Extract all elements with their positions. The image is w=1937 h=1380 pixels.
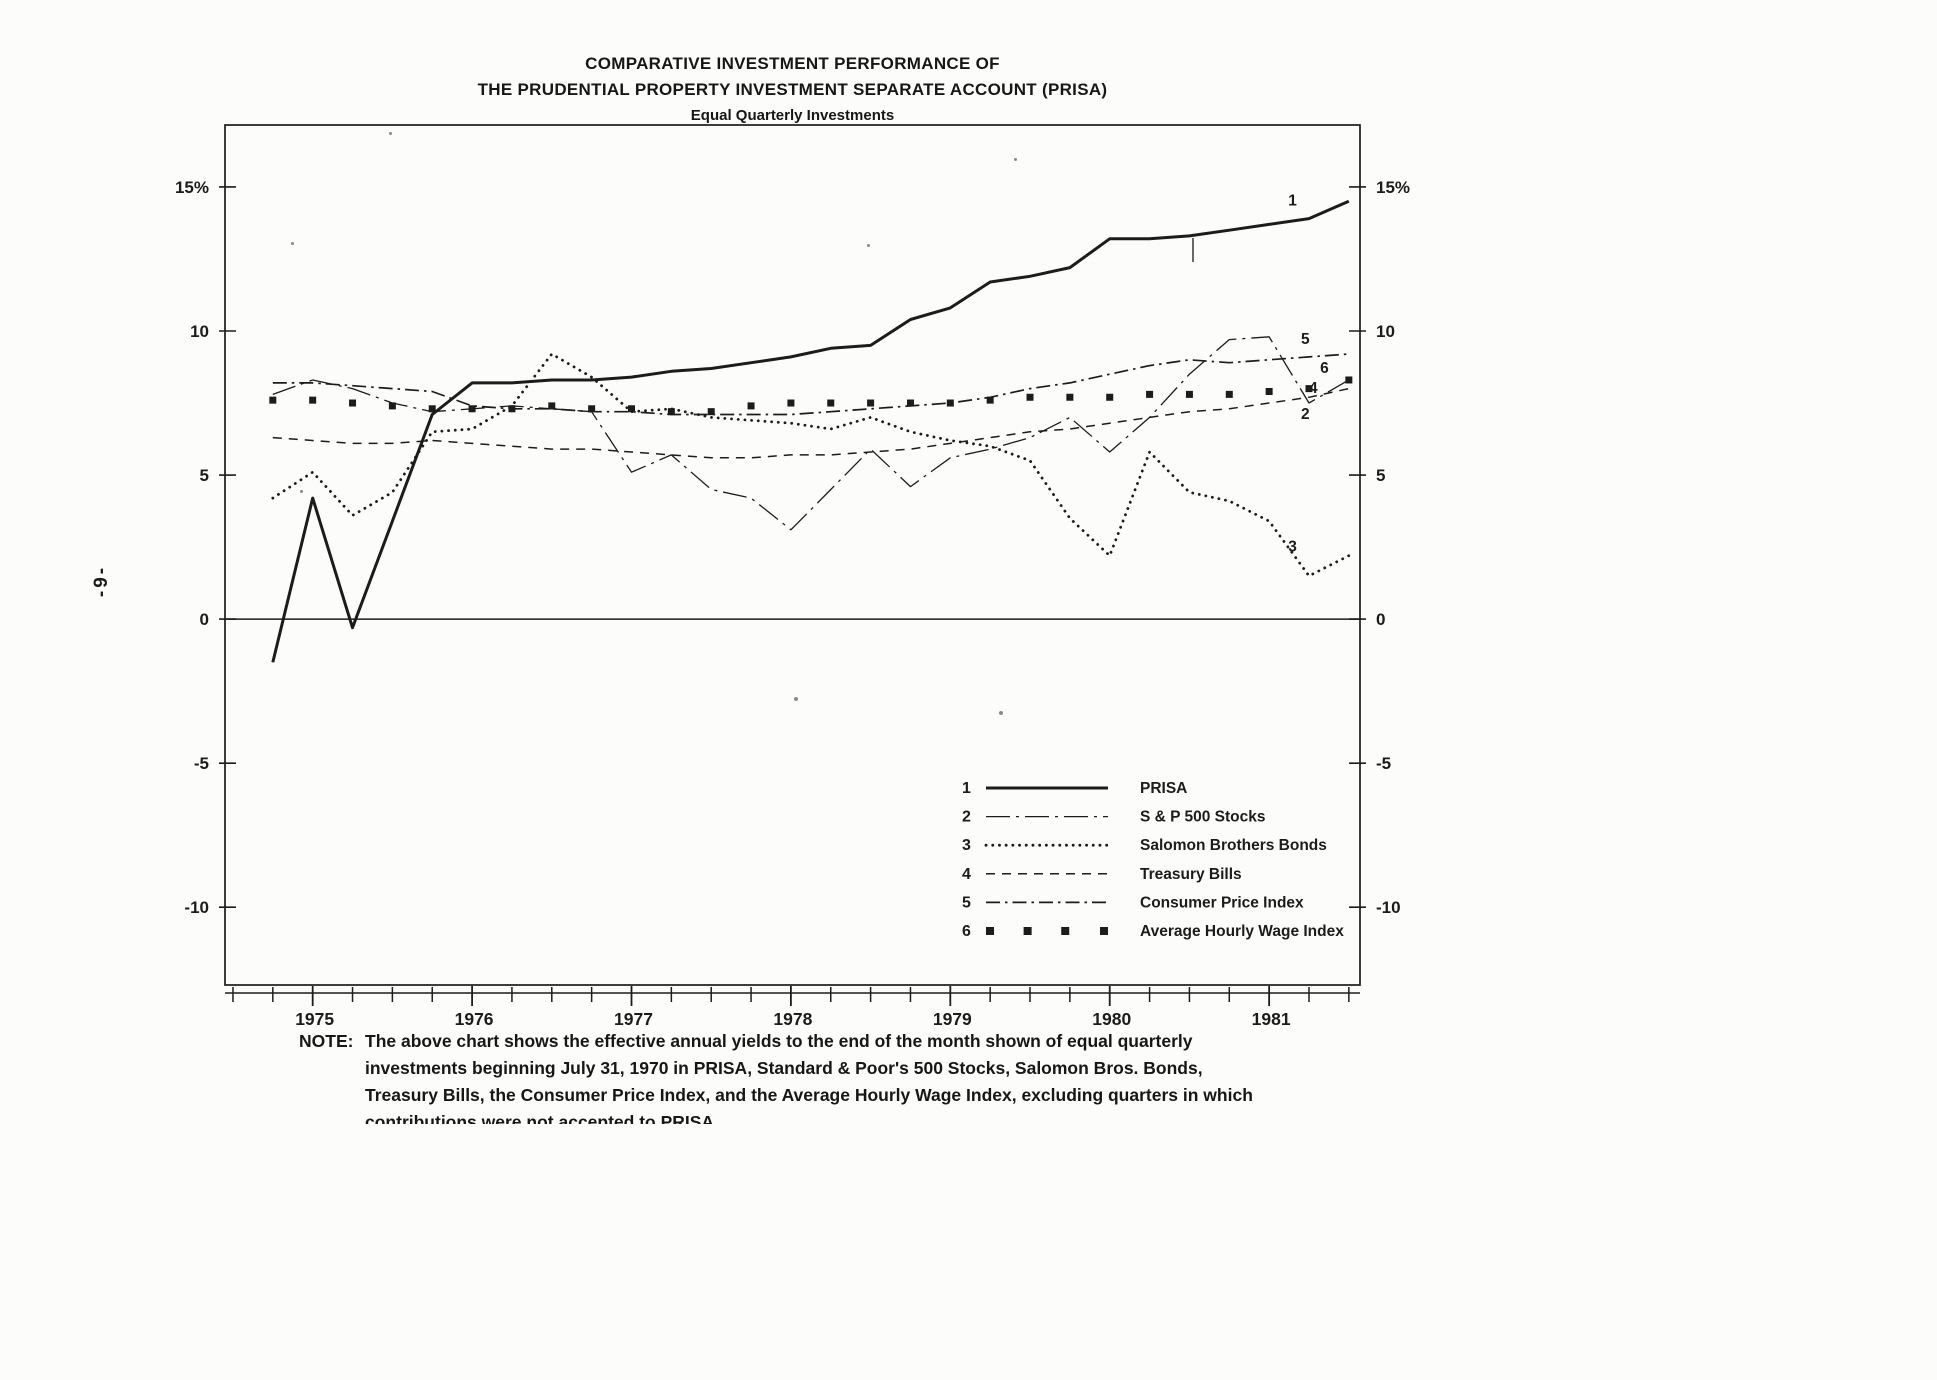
y-axis-label-left: -5	[194, 754, 209, 773]
scan-speck	[794, 697, 798, 701]
y-axis-label-right: -5	[1376, 754, 1391, 773]
legend-sample-square	[1100, 927, 1108, 935]
legend-label-6: Average Hourly Wage Index	[1140, 923, 1344, 940]
line-label-2: 2	[1301, 406, 1310, 423]
series-line-4	[272, 387, 1349, 459]
series-6-marker	[548, 402, 556, 410]
y-axis-label-right: 10	[1376, 322, 1395, 341]
x-axis-label: 1975	[295, 1009, 334, 1029]
series-6-marker	[1345, 376, 1353, 384]
scan-streak	[1192, 238, 1194, 262]
series-6-marker	[508, 405, 516, 413]
legend-label-4: Treasury Bills	[1140, 866, 1242, 883]
scan-speck	[291, 242, 294, 245]
series-6-marker	[269, 396, 277, 404]
line-label-3: 3	[1288, 538, 1297, 555]
scan-speck	[999, 711, 1003, 715]
series-6-marker	[349, 399, 357, 407]
series-6-marker	[1106, 393, 1114, 401]
y-axis-label-left: -10	[184, 898, 209, 917]
scan-speck	[300, 490, 303, 493]
series-line-3	[271, 352, 1351, 578]
series-6-marker	[588, 405, 596, 413]
series-6-marker	[986, 396, 994, 404]
y-axis-label-left: 10	[190, 322, 209, 341]
legend-label-1: PRISA	[1140, 780, 1187, 797]
y-axis-label-left: 0	[200, 610, 209, 629]
page-number: -9-	[91, 564, 113, 598]
series-6-marker	[787, 399, 795, 407]
series-6-marker	[468, 405, 476, 413]
legend-label-3: Salomon Brothers Bonds	[1140, 837, 1327, 854]
series-line-1	[271, 199, 1350, 663]
legend-number-5: 5	[962, 894, 971, 911]
title-line-1: COMPARATIVE INVESTMENT PERFORMANCE OF	[585, 54, 1000, 73]
series-line-5	[272, 353, 1349, 416]
x-axis-label: 1976	[455, 1009, 494, 1029]
title-line-2: THE PRUDENTIAL PROPERTY INVESTMENT SEPAR…	[477, 80, 1108, 99]
legend-number-4: 4	[962, 866, 971, 883]
legend-label-5: Consumer Price Index	[1140, 894, 1304, 911]
legend-number-3: 3	[962, 837, 971, 854]
x-axis-label: 1981	[1252, 1009, 1291, 1029]
series-6-marker	[1265, 387, 1273, 395]
series-6-marker	[667, 408, 675, 416]
x-axis-label: 1978	[773, 1009, 812, 1029]
note-body: The above chart shows the effective annu…	[365, 1028, 1339, 1124]
note-line: investments beginning July 31, 1970 in P…	[365, 1058, 1203, 1078]
series-6-marker	[428, 405, 436, 413]
series-line-2	[272, 336, 1350, 531]
series-6-marker	[1185, 390, 1193, 398]
chart-title: COMPARATIVE INVESTMENT PERFORMANCE OF TH…	[0, 54, 1585, 124]
y-axis-label-right: 5	[1376, 466, 1385, 485]
note-line: The above chart shows the effective annu…	[365, 1031, 1193, 1051]
legend-sample-square	[986, 927, 994, 935]
legend-number-2: 2	[962, 809, 971, 826]
series-6-marker	[1066, 393, 1074, 401]
footnote-label: NOTE:	[299, 1031, 354, 1051]
plot-frame	[224, 124, 1361, 986]
series-6-marker	[707, 408, 715, 416]
legend-sample-square	[1023, 927, 1032, 935]
note-line: Treasury Bills, the Consumer Price Index…	[365, 1085, 1253, 1105]
legend-number-1: 1	[962, 780, 971, 797]
y-axis-label-left: 15%	[175, 178, 209, 197]
legend-label-2: S & P 500 Stocks	[1140, 809, 1266, 826]
line-label-5: 5	[1301, 331, 1310, 348]
title-subtitle: Equal Quarterly Investments	[690, 107, 895, 124]
series-6-marker	[1225, 390, 1233, 398]
line-label-4: 4	[1309, 380, 1318, 397]
scan-speck	[389, 132, 392, 135]
y-axis-label-right: 15%	[1376, 178, 1410, 197]
series-6-marker	[906, 399, 914, 407]
footnote: NOTE: The above chart shows the effectiv…	[299, 1028, 1339, 1124]
series-6-marker	[867, 399, 875, 407]
legend-sample-square	[1061, 927, 1070, 935]
y-axis-label-right: -10	[1376, 898, 1401, 917]
series-6-marker	[1146, 390, 1154, 398]
x-axis-label: 1980	[1092, 1009, 1131, 1029]
y-axis-label-right: 0	[1376, 610, 1385, 629]
y-axis-label-left: 5	[200, 466, 209, 485]
x-axis-label: 1977	[614, 1009, 653, 1029]
line-label-6: 6	[1320, 360, 1329, 377]
x-axis-label: 1979	[933, 1009, 972, 1029]
series-6-marker	[747, 402, 755, 410]
note-line: contributions were not accepted to PRISA	[365, 1112, 715, 1124]
series-6-marker	[1305, 385, 1313, 393]
series-6-marker	[627, 405, 635, 413]
scan-speck	[867, 244, 870, 247]
series-6-marker	[946, 399, 954, 407]
series-6-marker	[388, 402, 396, 410]
scan-speck	[1014, 158, 1017, 161]
line-label-1: 1	[1288, 193, 1297, 210]
series-6-marker	[1026, 393, 1034, 401]
series-6-marker	[827, 399, 835, 407]
series-6-marker	[309, 396, 317, 404]
legend-number-6: 6	[962, 923, 971, 940]
